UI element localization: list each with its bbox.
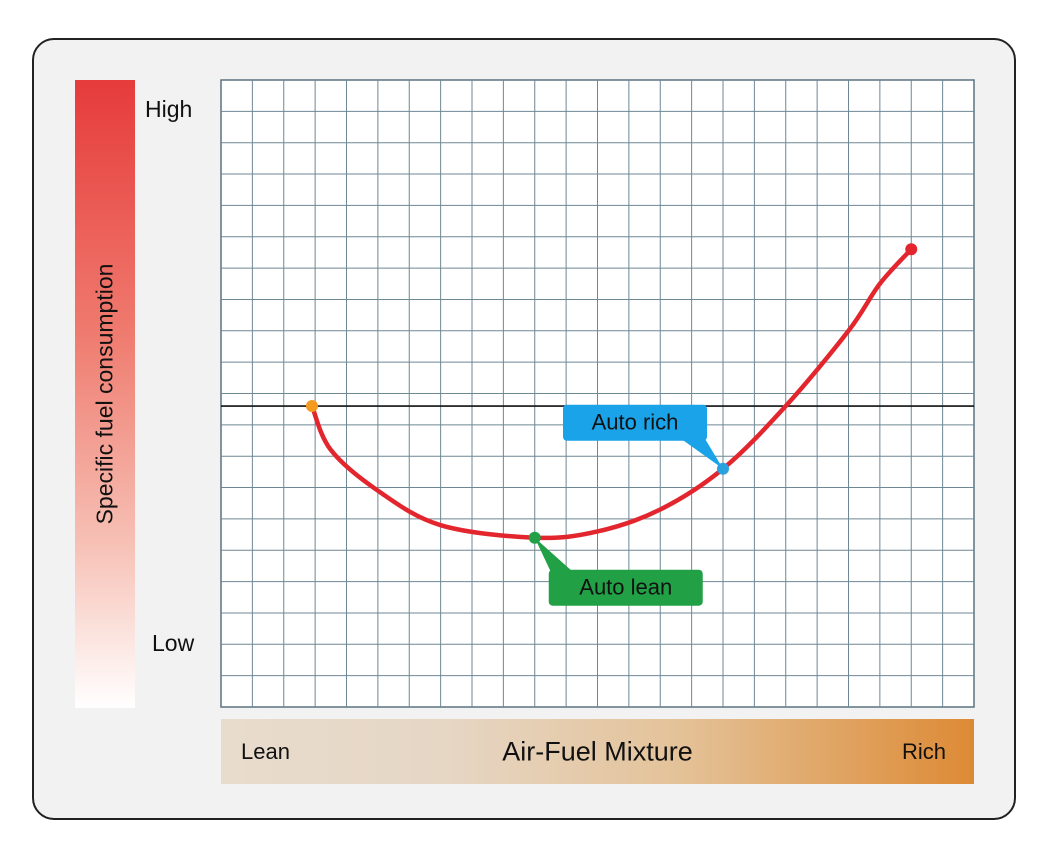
data-marker-2 [717,462,729,475]
data-marker-0 [305,400,318,413]
x-tick-rich: Rich [901,738,946,764]
x-tick-lean: Lean [241,738,290,764]
x-axis-gradient-band: Lean Air-Fuel Mixture Rich [221,719,974,784]
annotation-pointer [681,438,723,469]
annotation-1: Auto rich [563,404,723,469]
annotation-box [548,569,703,606]
annotation-label: Auto rich [592,410,679,435]
markers [305,243,918,544]
data-marker-1 [528,531,541,544]
grid [220,79,975,708]
data-marker-3 [905,243,918,256]
y-axis-gradient-band [75,80,135,708]
annotation-box [563,404,707,441]
y-tick-low: Low [152,630,195,656]
annotation-pointer [534,537,573,572]
annotation-0: Auto lean [534,537,703,606]
annotation-label: Auto lean [579,575,672,600]
x-axis-label: Air-Fuel Mixture [502,736,693,766]
series-line [309,247,914,541]
annotations: Auto lean Auto rich [534,404,723,606]
y-tick-high: High [145,96,193,122]
